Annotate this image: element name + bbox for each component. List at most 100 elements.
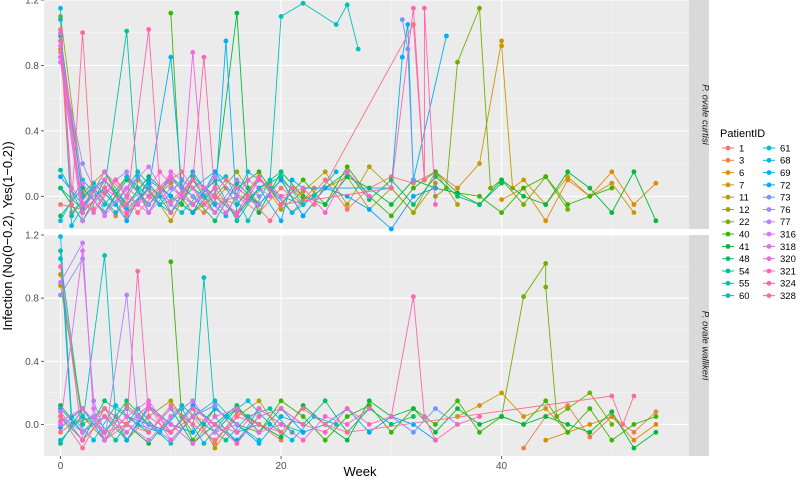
data-point <box>322 398 328 404</box>
panel-1: P. ovale curtisi <box>44 0 711 232</box>
y-tick-label: 0.0 <box>25 192 39 203</box>
legend-label: 1 <box>739 143 744 154</box>
legend-item-61: 61 <box>763 143 791 154</box>
data-point <box>455 185 460 191</box>
data-point <box>322 169 328 175</box>
data-point <box>80 218 85 224</box>
legend-key-point <box>725 293 731 298</box>
data-point <box>289 177 295 183</box>
data-point <box>267 406 273 411</box>
data-point <box>355 46 361 52</box>
legend-label: 60 <box>739 291 750 302</box>
data-point <box>58 280 63 285</box>
data-point <box>333 22 339 27</box>
data-point <box>388 213 394 219</box>
legend-key-point <box>766 293 772 298</box>
data-point <box>521 445 526 451</box>
data-point <box>201 275 207 280</box>
data-point <box>631 445 637 451</box>
data-point <box>58 248 63 254</box>
legend-item-69: 69 <box>763 168 791 179</box>
legend-item-316: 316 <box>763 230 796 241</box>
data-point <box>113 210 119 216</box>
data-point <box>289 210 295 216</box>
data-point <box>543 284 549 290</box>
legend-label: 41 <box>739 242 750 253</box>
data-point <box>146 429 152 435</box>
data-point <box>146 193 152 199</box>
data-point <box>58 264 63 269</box>
data-point <box>168 185 174 191</box>
y-tick-label: 0.4 <box>25 357 39 368</box>
data-point <box>477 161 482 167</box>
data-point <box>212 429 218 435</box>
data-point <box>411 177 416 183</box>
data-point <box>58 409 63 415</box>
data-point <box>146 177 152 183</box>
data-point <box>102 429 107 435</box>
data-point <box>322 414 328 419</box>
data-point <box>278 398 284 404</box>
data-point <box>455 193 460 199</box>
data-point <box>124 202 130 207</box>
legend-label: 76 <box>780 205 791 216</box>
panel-2: P. ovale wallikeri <box>44 234 711 456</box>
x-tick-label: 20 <box>275 461 287 472</box>
data-point <box>477 422 482 427</box>
data-point <box>190 177 196 183</box>
axes-layer: 0.0 0.4 0.8 1.2 0.0 0.4 0.8 1.2 0 20 40 <box>25 0 508 472</box>
legend-label: 61 <box>780 143 791 154</box>
data-point <box>102 213 107 219</box>
x-tick-label: 0 <box>58 461 64 472</box>
data-point <box>631 202 637 207</box>
legend-key-point <box>766 219 772 225</box>
legend-item-324: 324 <box>763 279 796 290</box>
data-point <box>69 223 74 229</box>
data-point <box>300 189 306 194</box>
data-point <box>80 240 85 246</box>
legend-key-point <box>766 244 772 249</box>
data-point <box>102 437 107 443</box>
data-point <box>58 437 63 443</box>
data-point <box>245 414 251 419</box>
data-point <box>256 429 262 435</box>
data-point <box>543 202 549 207</box>
data-point <box>113 177 119 183</box>
data-point <box>278 169 284 175</box>
legend-item-41: 41 <box>722 242 750 253</box>
legend-item-76: 76 <box>763 205 791 216</box>
data-point <box>168 193 174 199</box>
data-point <box>653 180 659 186</box>
data-point <box>477 193 482 199</box>
data-point <box>433 202 438 207</box>
data-point <box>124 185 130 191</box>
data-point <box>58 292 63 298</box>
data-point <box>388 226 394 232</box>
data-point <box>58 174 63 180</box>
data-point <box>256 422 262 427</box>
data-point <box>388 422 394 427</box>
data-point <box>311 202 317 207</box>
data-point <box>168 218 174 224</box>
data-point <box>422 414 427 419</box>
data-point <box>344 2 350 8</box>
data-point <box>234 169 240 175</box>
data-point <box>653 218 659 224</box>
data-point <box>422 5 427 11</box>
data-point <box>300 213 306 219</box>
data-point <box>234 210 240 216</box>
data-point <box>344 406 350 411</box>
data-point <box>223 213 229 219</box>
legend-label: 11 <box>739 193 749 204</box>
data-point <box>58 27 63 32</box>
legend-item-11: 11 <box>722 193 749 204</box>
panels-layer: P. ovale curtisi P. ovale wallikeri <box>44 0 711 456</box>
data-point <box>168 180 174 186</box>
data-point <box>609 414 615 419</box>
data-point <box>344 422 350 427</box>
data-point <box>499 180 504 186</box>
data-point <box>405 46 411 52</box>
series-line-22 <box>501 261 613 425</box>
data-point <box>201 54 207 60</box>
